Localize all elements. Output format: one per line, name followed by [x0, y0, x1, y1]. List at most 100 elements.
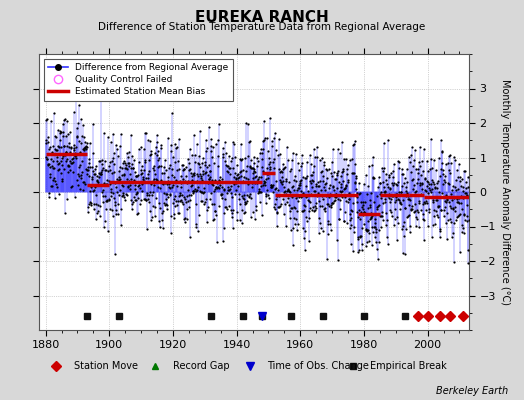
Point [223, 168, 231, 174]
Point [198, 189, 206, 196]
Point [277, 200, 285, 207]
Point [289, 242, 297, 248]
Point [364, 226, 373, 233]
Point [165, 184, 173, 190]
Point [322, 200, 331, 207]
Point [391, 199, 399, 206]
Point [259, 146, 267, 152]
Point [463, 212, 471, 219]
Point [69, 158, 77, 165]
Point [405, 154, 413, 160]
Point [210, 160, 219, 166]
Point [189, 189, 198, 196]
Point [197, 198, 205, 204]
Point [69, 169, 77, 175]
Point [82, 143, 90, 150]
Point [92, 177, 101, 184]
Point [178, 191, 186, 198]
Point [308, 207, 316, 213]
Point [126, 181, 135, 188]
Point [350, 169, 358, 176]
Point [266, 163, 274, 170]
Point [300, 202, 309, 209]
Point [149, 164, 157, 171]
Point [268, 183, 277, 189]
Point [360, 221, 368, 227]
Point [380, 189, 388, 196]
Point [80, 133, 89, 140]
Point [67, 144, 75, 151]
Point [128, 206, 136, 212]
Point [195, 153, 203, 159]
Point [163, 205, 171, 212]
Point [88, 176, 96, 182]
Point [86, 199, 95, 205]
Point [364, 205, 373, 211]
Point [348, 208, 356, 214]
Point [169, 181, 177, 188]
Point [233, 217, 241, 223]
Point [413, 216, 421, 222]
Point [451, 184, 460, 190]
Point [94, 208, 103, 214]
Point [230, 225, 238, 232]
Point [55, 160, 63, 166]
Point [281, 164, 289, 170]
Point [81, 144, 90, 150]
Point [288, 157, 296, 164]
Point [77, 175, 85, 181]
Point [217, 194, 226, 201]
Point [145, 198, 154, 205]
Point [164, 194, 172, 200]
Point [369, 224, 378, 230]
Point [265, 166, 274, 172]
Point [187, 166, 195, 172]
Point [407, 169, 415, 175]
Point [59, 152, 68, 159]
Point [230, 174, 238, 180]
Point [222, 190, 231, 197]
Point [352, 173, 360, 180]
Point [365, 238, 374, 244]
Point [411, 189, 419, 196]
Point [194, 228, 202, 234]
Point [151, 171, 160, 177]
Point [214, 137, 222, 143]
Point [450, 258, 458, 265]
Point [221, 158, 230, 164]
Point [221, 203, 229, 210]
Point [71, 96, 80, 102]
Point [201, 199, 209, 206]
Point [339, 166, 347, 172]
Point [237, 156, 245, 163]
Point [432, 194, 441, 200]
Point [287, 205, 296, 211]
Point [51, 178, 59, 185]
Point [403, 190, 411, 196]
Point [457, 192, 465, 199]
Point [283, 199, 291, 206]
Point [286, 215, 294, 222]
Point [116, 164, 124, 170]
Point [389, 193, 397, 199]
Point [52, 146, 60, 153]
Point [330, 198, 339, 204]
Point [66, 158, 74, 164]
Point [145, 157, 153, 164]
Point [44, 161, 52, 168]
Point [225, 152, 233, 159]
Point [389, 174, 398, 180]
Point [245, 138, 254, 144]
Point [290, 215, 298, 222]
Point [347, 222, 356, 228]
Point [275, 204, 283, 210]
Point [283, 157, 292, 163]
Point [78, 133, 86, 139]
Point [395, 197, 403, 204]
Point [236, 169, 244, 176]
Point [113, 211, 122, 217]
Point [182, 199, 190, 205]
Point [148, 178, 157, 185]
Point [95, 158, 104, 165]
Point [397, 188, 405, 195]
